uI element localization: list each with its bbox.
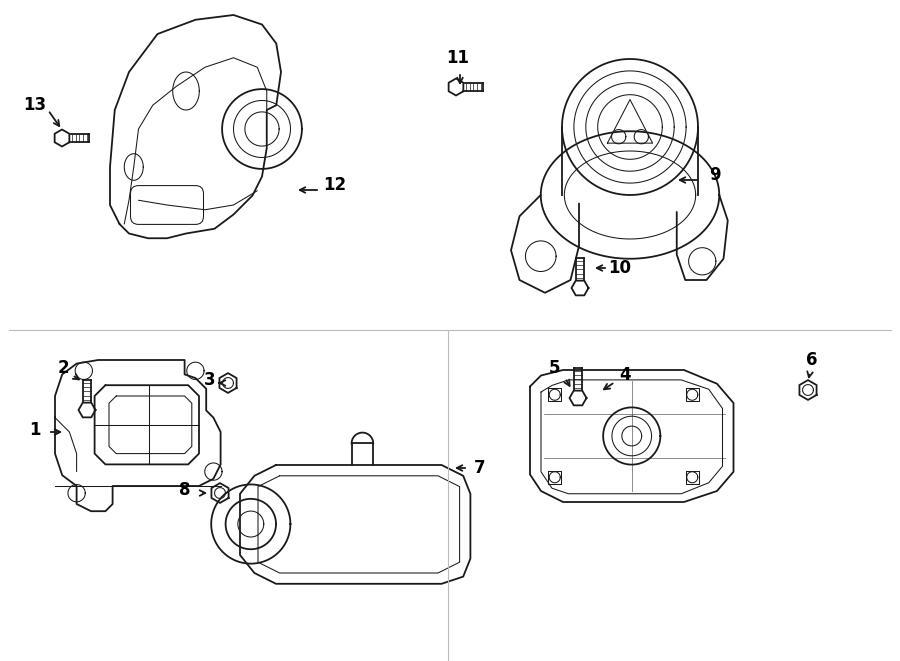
- Text: 12: 12: [323, 176, 346, 194]
- Text: 1: 1: [29, 421, 40, 439]
- Text: 9: 9: [709, 166, 721, 184]
- Text: 5: 5: [549, 359, 561, 377]
- Text: 7: 7: [474, 459, 486, 477]
- Text: 2: 2: [58, 359, 68, 377]
- Text: 4: 4: [619, 366, 631, 384]
- Text: 13: 13: [23, 96, 47, 114]
- Text: 6: 6: [806, 351, 818, 369]
- Text: 3: 3: [204, 371, 216, 389]
- Text: 11: 11: [446, 49, 470, 67]
- Text: 8: 8: [179, 481, 191, 499]
- Text: 10: 10: [608, 259, 632, 277]
